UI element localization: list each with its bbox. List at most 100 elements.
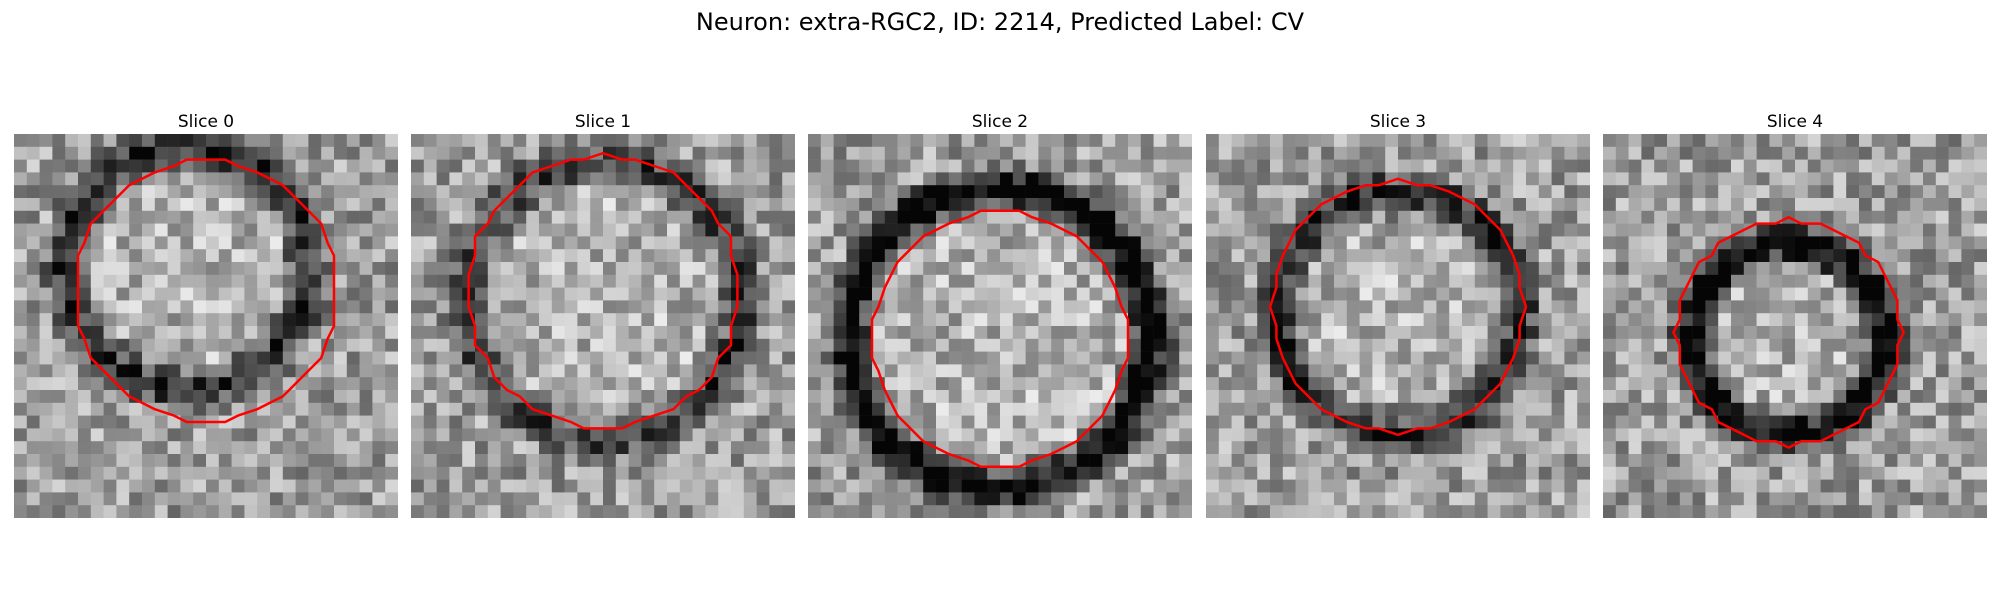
pixel [1308,364,1322,378]
pixel [1769,274,1783,288]
pixel [231,454,245,468]
pixel [756,236,770,250]
pixel [90,313,104,327]
pixel [551,198,565,212]
pixel [756,377,770,391]
pixel [1910,454,1924,468]
pixel [1654,198,1668,212]
pixel [1474,505,1488,518]
pixel [872,313,886,327]
pixel [1628,262,1642,276]
pixel [667,223,681,237]
pixel [1603,479,1617,493]
pixel [500,390,514,404]
pixel [78,505,92,518]
pixel [142,134,156,148]
pixel [142,402,156,416]
pixel [1513,351,1527,365]
slice-title-4: Slice 4 [1766,112,1824,132]
pixel [1782,236,1796,250]
pixel [936,210,950,224]
pixel [1654,172,1668,186]
pixel [1679,415,1693,429]
pixel [615,505,629,518]
pixel [1218,505,1232,518]
pixel [1923,274,1937,288]
pixel [1948,428,1962,442]
pixel [1076,172,1090,186]
pixel [1385,300,1399,314]
pixel [756,390,770,404]
pixel [923,274,937,288]
pixel [808,505,822,518]
pixel [1308,223,1322,237]
pixel [628,134,642,148]
pixel [1474,249,1488,263]
pixel [1295,146,1309,160]
pixel [1257,172,1271,186]
pixel [1641,390,1655,404]
pixel [1769,249,1783,263]
pixel [1128,287,1142,301]
pixel [1833,326,1847,340]
pixel [1679,236,1693,250]
pixel [167,223,181,237]
pixel [936,300,950,314]
pixel [1372,134,1386,148]
pixel [539,454,553,468]
pixel [411,415,425,429]
pixel [731,159,745,173]
pixel [462,223,476,237]
pixel [1705,146,1719,160]
pixel [654,274,668,288]
pixel [231,351,245,365]
pixel [308,313,322,327]
pixel [897,466,911,480]
pixel [1667,236,1681,250]
pixel [206,390,220,404]
pixel [1474,364,1488,378]
pixel [334,492,348,506]
pixel [1667,441,1681,455]
pixel [808,172,822,186]
pixel [90,249,104,263]
pixel [1564,146,1578,160]
pixel [1372,172,1386,186]
pixel [846,236,860,250]
pixel [14,159,28,173]
pixel [1718,236,1732,250]
pixel [1859,287,1873,301]
pixel [1692,236,1706,250]
pixel [1334,262,1348,276]
pixel [1000,300,1014,314]
pixel [103,454,117,468]
pixel [1308,185,1322,199]
pixel [1871,274,1885,288]
pixel [948,300,962,314]
pixel [14,134,28,148]
pixel [756,441,770,455]
pixel [692,210,706,224]
pixel [1923,351,1937,365]
pixel [1436,364,1450,378]
pixel [1871,351,1885,365]
pixel [808,159,822,173]
pixel [462,210,476,224]
pixel [1474,262,1488,276]
pixel [1846,326,1860,340]
pixel [1038,351,1052,365]
pixel [1334,466,1348,480]
pixel [705,492,719,506]
pixel [1153,351,1167,365]
pixel [769,287,783,301]
pixel [1526,415,1540,429]
pixel [743,338,757,352]
pixel [603,428,617,442]
pixel [1500,441,1514,455]
pixel [769,377,783,391]
pixel [1935,402,1949,416]
pixel [90,146,104,160]
pixel [1961,505,1975,518]
pixel [218,134,232,148]
pixel [1295,287,1309,301]
